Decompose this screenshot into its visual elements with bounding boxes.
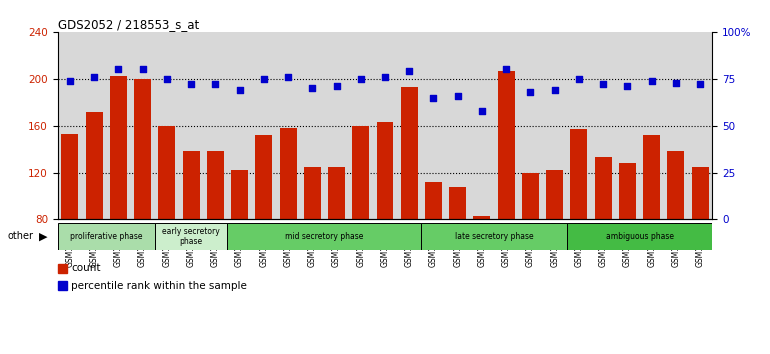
Bar <box>110 76 127 219</box>
Bar <box>328 167 345 219</box>
Bar <box>159 126 176 219</box>
Bar <box>256 135 273 219</box>
Text: mid secretory phase: mid secretory phase <box>285 232 363 241</box>
Point <box>233 87 246 93</box>
Point <box>64 78 76 84</box>
Bar <box>449 187 466 219</box>
Bar <box>594 157 611 219</box>
Point <box>427 95 440 101</box>
Bar <box>425 182 442 219</box>
Point <box>185 81 197 87</box>
Point <box>88 74 100 80</box>
Point <box>355 76 367 81</box>
Bar <box>619 163 636 219</box>
Point <box>548 87 561 93</box>
Text: early secretory
phase: early secretory phase <box>162 227 220 246</box>
Text: late secretory phase: late secretory phase <box>455 232 534 241</box>
Text: ambiguous phase: ambiguous phase <box>605 232 674 241</box>
Point <box>500 67 512 72</box>
Bar <box>227 223 421 250</box>
Bar <box>421 223 567 250</box>
Text: proliferative phase: proliferative phase <box>70 232 142 241</box>
Point <box>379 74 391 80</box>
Bar <box>546 170 563 219</box>
Text: count: count <box>71 263 101 273</box>
Bar <box>134 79 151 219</box>
Bar <box>377 122 393 219</box>
Point <box>694 81 706 87</box>
Bar <box>571 129 588 219</box>
Bar <box>474 216 490 219</box>
Bar <box>643 135 660 219</box>
Bar <box>85 112 102 219</box>
Bar <box>522 172 539 219</box>
Point <box>476 108 488 114</box>
Point <box>645 78 658 84</box>
Point <box>306 85 319 91</box>
Point <box>258 76 270 81</box>
Point <box>573 76 585 81</box>
Bar <box>304 167 321 219</box>
Bar <box>62 134 79 219</box>
Bar <box>668 152 685 219</box>
Text: ▶: ▶ <box>38 231 47 241</box>
Bar <box>155 223 227 250</box>
Bar <box>58 281 68 290</box>
Text: percentile rank within the sample: percentile rank within the sample <box>71 281 247 291</box>
Bar <box>207 152 224 219</box>
Point <box>621 84 634 89</box>
Point <box>451 93 464 98</box>
Bar <box>182 152 199 219</box>
Bar <box>567 223 712 250</box>
Bar <box>691 167 708 219</box>
Point <box>136 67 149 72</box>
Bar <box>231 170 248 219</box>
Text: GDS2052 / 218553_s_at: GDS2052 / 218553_s_at <box>58 18 199 31</box>
Point <box>282 74 294 80</box>
Point <box>112 67 125 72</box>
Text: other: other <box>8 231 34 241</box>
Point <box>209 81 222 87</box>
Bar <box>497 70 514 219</box>
Point <box>524 89 537 95</box>
Point <box>597 81 609 87</box>
Bar <box>58 223 155 250</box>
Point <box>403 68 415 74</box>
Point <box>330 84 343 89</box>
Point <box>161 76 173 81</box>
Bar <box>280 128 296 219</box>
Bar <box>353 126 370 219</box>
Bar <box>400 87 417 219</box>
Bar <box>58 264 68 273</box>
Point <box>670 80 682 85</box>
